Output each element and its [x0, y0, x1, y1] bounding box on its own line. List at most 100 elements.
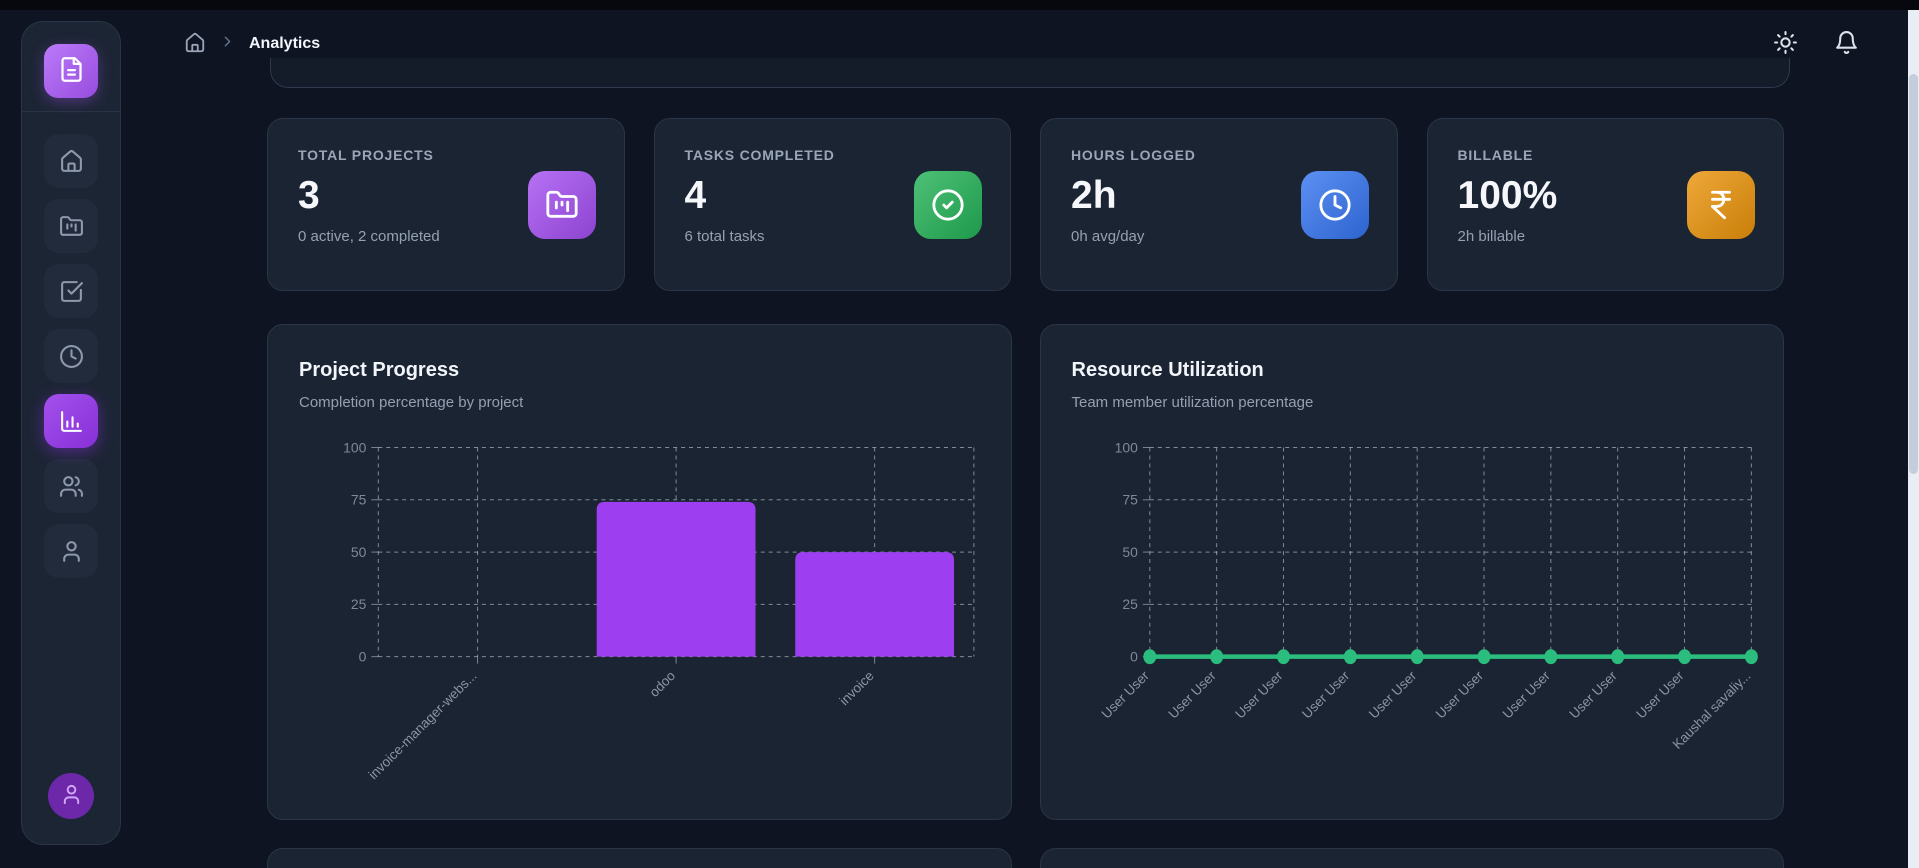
- data-point: [1142, 649, 1156, 665]
- data-point: [1677, 649, 1691, 665]
- indian-rupee-icon: [1711, 190, 1731, 219]
- data-point: [1543, 649, 1557, 665]
- x-tick-label: invoice: [837, 668, 877, 708]
- x-tick-label: User User: [1432, 668, 1486, 722]
- circle-check-icon: [932, 188, 964, 221]
- user-icon: [60, 783, 83, 809]
- bar: [596, 501, 756, 657]
- y-tick-label: 75: [351, 492, 367, 508]
- stats-row: TOTAL PROJECTS 3 0 active, 2 completed TASK…: [267, 118, 1784, 291]
- folder-kanban-icon: [59, 215, 83, 236]
- users-icon: [59, 475, 83, 497]
- circle-check-badge: [914, 170, 982, 239]
- chart-subtitle: Completion percentage by project: [299, 394, 524, 411]
- y-tick-label: 25: [1122, 596, 1138, 612]
- sidebar-item-projects[interactable]: [44, 199, 98, 253]
- next-card-top-edge: [1039, 848, 1784, 868]
- stat-card-hours-logged: HOURS LOGGED 2h 0h avg/day: [1040, 118, 1398, 291]
- clock-icon: [1318, 188, 1351, 221]
- data-point: [1276, 649, 1290, 665]
- y-tick-label: 50: [1122, 544, 1138, 560]
- sidebar: [21, 21, 121, 845]
- sidebar-item-time[interactable]: [44, 329, 98, 383]
- sidebar-item-home[interactable]: [44, 134, 98, 188]
- chart-title: Project Progress: [299, 359, 460, 381]
- y-tick-label: 0: [359, 649, 367, 665]
- chart-column-icon: [60, 410, 82, 432]
- stat-value: 3: [298, 174, 320, 217]
- page-title: Analytics: [249, 35, 321, 52]
- folder-kanban-badge: [527, 170, 596, 239]
- x-tick-label: User User: [1299, 668, 1353, 722]
- stat-label: BILLABLE: [1457, 147, 1534, 163]
- stat-subtitle: 6 total tasks: [684, 228, 765, 245]
- app-logo[interactable]: [44, 44, 98, 98]
- stat-card-tasks-completed: TASKS COMPLETED 4 6 total tasks: [653, 118, 1011, 291]
- x-tick-label: User User: [1633, 668, 1687, 722]
- sun-icon: [1773, 30, 1798, 58]
- home-icon: [184, 32, 206, 57]
- stat-value: 100%: [1457, 174, 1558, 217]
- breadcrumb-home-button[interactable]: [184, 32, 206, 57]
- data-point: [1610, 649, 1624, 665]
- y-tick-label: 100: [1114, 439, 1138, 455]
- square-check-icon: [60, 280, 83, 302]
- stat-value: 2h: [1071, 174, 1117, 217]
- sidebar-divider: [22, 111, 120, 112]
- next-card-top-edge: [267, 848, 1012, 868]
- breadcrumb: Analytics: [184, 22, 320, 66]
- scrollbar-thumb[interactable]: [1909, 74, 1918, 474]
- data-point: [1209, 649, 1223, 665]
- bell-icon: [1834, 30, 1859, 58]
- notifications-button[interactable]: [1834, 30, 1859, 58]
- user-icon: [62, 540, 80, 562]
- stat-card-total-projects: TOTAL PROJECTS 3 0 active, 2 completed: [267, 118, 625, 291]
- stat-subtitle: 0 active, 2 completed: [298, 228, 440, 245]
- x-tick-label: User User: [1365, 668, 1419, 722]
- stat-label: HOURS LOGGED: [1071, 147, 1196, 163]
- sidebar-item-team[interactable]: [44, 459, 98, 513]
- clock-icon: [59, 344, 83, 368]
- stat-subtitle: 2h billable: [1457, 228, 1526, 245]
- x-tick-label: User User: [1499, 668, 1553, 722]
- project-progress-card: 0 25 50 75 100 invoice-manager-webs... odoo inv…: [267, 324, 1012, 820]
- y-tick-label: 50: [351, 544, 367, 560]
- header-actions: [1773, 22, 1859, 66]
- x-tick-label: invoice-manager-webs...: [366, 668, 480, 782]
- clock-badge: [1300, 170, 1369, 239]
- stat-label: TOTAL PROJECTS: [298, 147, 434, 163]
- scrollbar-track[interactable]: [1908, 10, 1919, 868]
- y-tick-label: 100: [343, 439, 367, 455]
- x-tick-label: User User: [1165, 668, 1219, 722]
- sidebar-item-profile[interactable]: [44, 524, 98, 578]
- user-avatar[interactable]: [48, 773, 94, 819]
- data-point: [1343, 649, 1357, 665]
- folder-kanban-icon: [545, 190, 578, 218]
- x-tick-label: User User: [1232, 668, 1286, 722]
- stat-subtitle: 0h avg/day: [1071, 228, 1145, 245]
- y-tick-label: 0: [1130, 649, 1138, 665]
- chevron-right-icon: [219, 33, 236, 55]
- resource-utilization-card: 0 25 50 75 100 User User User User User User Use…: [1039, 324, 1784, 820]
- scrolled-card-bottom-edge: [270, 58, 1790, 88]
- data-point: [1410, 649, 1424, 665]
- indian-rupee-badge: [1687, 170, 1755, 239]
- x-tick-label: User User: [1566, 668, 1620, 722]
- charts-row: 0 25 50 75 100 invoice-manager-webs... odoo inv…: [267, 324, 1784, 820]
- theme-toggle-button[interactable]: [1773, 30, 1798, 58]
- file-text-icon: [58, 56, 85, 86]
- window-top-edge: [0, 0, 1919, 10]
- house-icon: [60, 149, 82, 172]
- y-tick-label: 75: [1122, 492, 1138, 508]
- bar: [795, 552, 955, 657]
- stat-label: TASKS COMPLETED: [684, 147, 835, 163]
- sidebar-item-analytics[interactable]: [44, 394, 98, 448]
- x-tick-label: User User: [1098, 668, 1152, 722]
- x-tick-label: odoo: [646, 668, 678, 700]
- sidebar-nav: [44, 134, 98, 578]
- sidebar-item-tasks[interactable]: [44, 264, 98, 318]
- project-progress-bar-chart: 0 25 50 75 100 invoice-manager-webs... odoo inv…: [343, 439, 975, 782]
- y-tick-label: 25: [351, 596, 367, 612]
- next-cards-row: [267, 848, 1784, 868]
